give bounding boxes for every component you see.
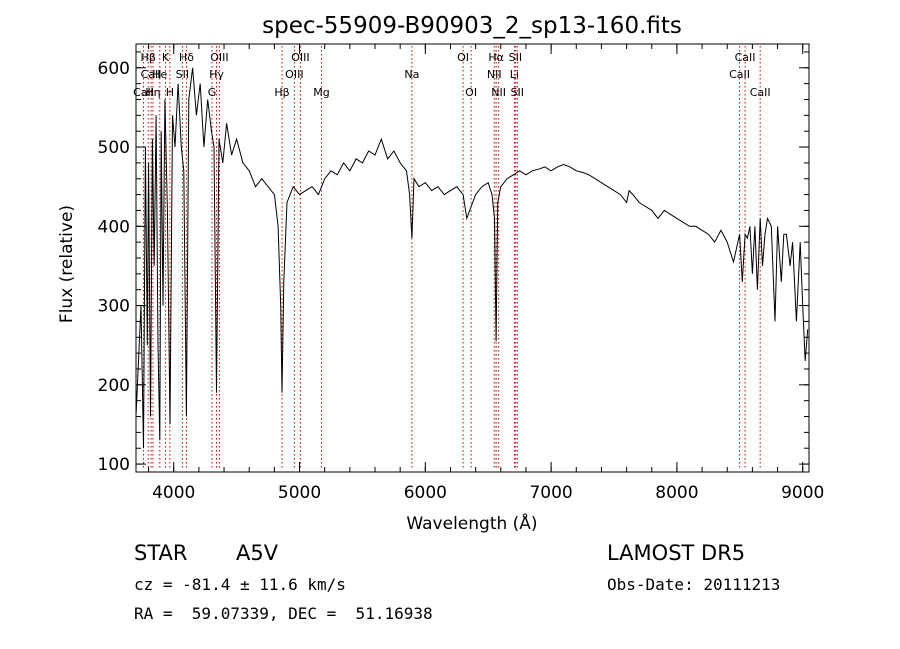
plot-frame: [135, 43, 810, 473]
object-class: STAR: [134, 541, 188, 565]
x-axis-ticks: 4000 5000 6000 7000 8000 9000: [148, 44, 824, 503]
coordinates: RA = 59.07339, DEC = 51.16938: [134, 604, 433, 623]
velocity-text: cz = -81.4 ± 11.6 km/s: [134, 575, 346, 594]
x-tick-label: 8000: [655, 483, 698, 503]
line-marker-label: Na: [404, 68, 419, 81]
line-marker-label: CaII: [750, 86, 771, 99]
spectral-subclass: A5V: [236, 541, 279, 565]
line-marker-label: Hδ: [179, 51, 194, 64]
line-marker-label: Hη: [145, 86, 160, 99]
line-marker-label: G: [208, 86, 217, 99]
line-marker-label: H: [166, 86, 174, 99]
survey-name: LAMOST DR5: [607, 541, 746, 565]
line-marker-label: OI: [457, 51, 469, 64]
line-marker-label: CaII: [729, 68, 750, 81]
y-tick-label: 200: [98, 376, 130, 396]
line-marker-label: SII: [176, 68, 189, 81]
line-marker-label: K: [162, 51, 170, 64]
line-marker-label: OIII: [291, 51, 309, 64]
y-tick-label: 400: [98, 217, 130, 237]
line-markers: [143, 46, 761, 470]
y-axis-ticks: 100 200 300 400 500 600: [98, 51, 809, 475]
y-tick-label: 300: [98, 297, 130, 317]
y-axis-label: Flux (relative): [57, 205, 77, 323]
line-marker-label: Hβ: [274, 86, 289, 99]
y-tick-label: 100: [98, 455, 130, 475]
x-tick-label: 7000: [529, 483, 572, 503]
line-marker-label: Hα: [488, 51, 504, 64]
x-tick-label: 4000: [152, 483, 195, 503]
line-marker-label: OIII: [285, 68, 303, 81]
line-marker-label: CaII: [141, 68, 162, 81]
chart-title: spec-55909-B90903_2_sp13-160.fits: [262, 13, 682, 39]
line-marker-label: NII: [487, 68, 502, 81]
y-tick-label: 500: [98, 138, 130, 158]
x-tick-label: 6000: [404, 483, 447, 503]
x-tick-label: 5000: [278, 483, 321, 503]
line-marker-label: Hγ: [209, 68, 224, 81]
line-marker-label: NII: [491, 86, 506, 99]
line-marker-label: SII: [509, 51, 522, 64]
x-tick-label: 9000: [781, 483, 824, 503]
spectrum-line: [135, 67, 809, 449]
y-tick-label: 600: [98, 59, 130, 79]
line-marker-label: CaII: [735, 51, 756, 64]
line-marker-label: Hβ: [141, 51, 156, 64]
line-marker-label: OI: [465, 86, 477, 99]
line-marker-label: Li: [510, 68, 519, 81]
line-marker-label: He: [152, 68, 167, 81]
line-marker-label: CaII: [133, 86, 154, 99]
line-marker-label: Mg: [313, 86, 329, 99]
line-marker-label: OIII: [210, 51, 228, 64]
obs-date: Obs-Date: 20111213: [607, 575, 781, 594]
line-marker-label: SII: [511, 86, 524, 99]
x-axis-label: Wavelength (Å): [406, 512, 537, 534]
